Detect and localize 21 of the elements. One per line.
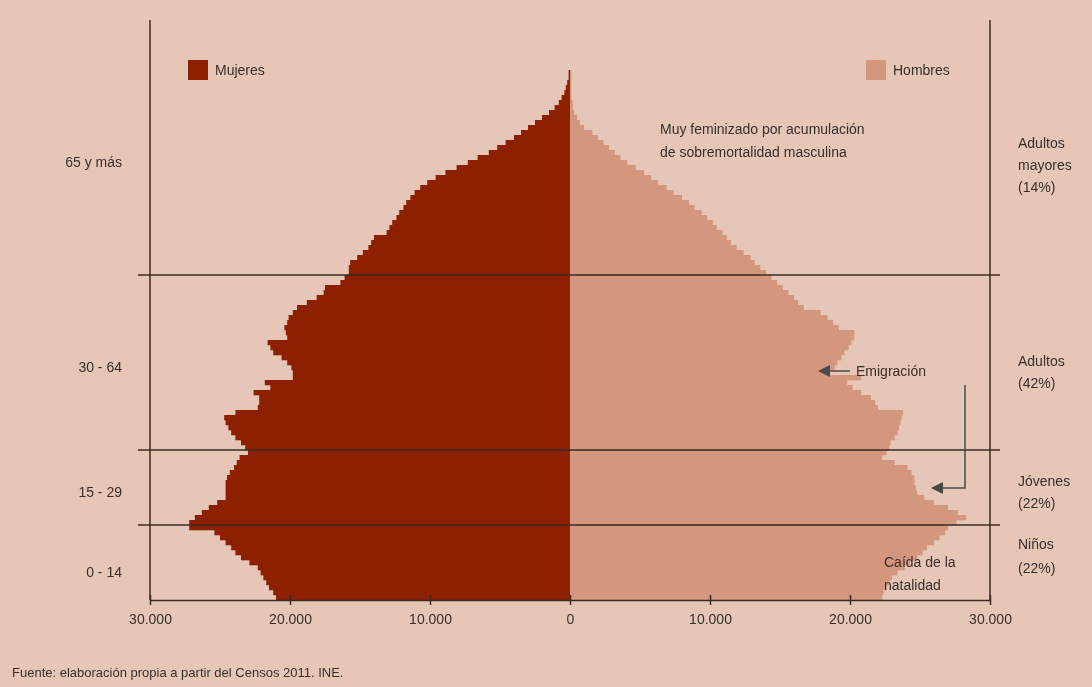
annotation: Caída de la natalidad bbox=[884, 554, 956, 593]
text: Adultos (42%) bbox=[1018, 353, 1065, 391]
x-tick-label: 20.000 bbox=[269, 610, 313, 627]
x-tick-label: 10.000 bbox=[689, 610, 733, 627]
text: Jóvenes (22%) bbox=[1018, 473, 1071, 511]
legend-label: Mujeres bbox=[215, 62, 265, 78]
y-tick-label: 15 - 29 bbox=[78, 484, 123, 501]
annotation: Muy feminizado por acumulación de sobremortalidad masculina bbox=[660, 121, 865, 160]
x-tick-label: 20.000 bbox=[829, 610, 873, 627]
source-note: Fuente: elaboración propia a partir del Censos 2011. INE. bbox=[12, 665, 344, 680]
x-tick-label: 30.000 bbox=[969, 610, 1013, 627]
legend-label: Hombres bbox=[893, 62, 950, 78]
x-tick-label: 10.000 bbox=[409, 610, 453, 627]
text: Adultos mayores (14%) bbox=[1018, 135, 1072, 195]
y-tick-label: 30 - 64 bbox=[78, 359, 123, 376]
y-tick-label: 65 y más bbox=[65, 154, 122, 171]
x-tick-label: 0 bbox=[566, 610, 575, 627]
annotation: Emigración bbox=[856, 363, 927, 379]
text: Niños (22%) bbox=[1018, 536, 1056, 576]
x-tick-label: 30.000 bbox=[129, 610, 173, 627]
y-tick-label: 0 - 14 bbox=[86, 564, 123, 581]
